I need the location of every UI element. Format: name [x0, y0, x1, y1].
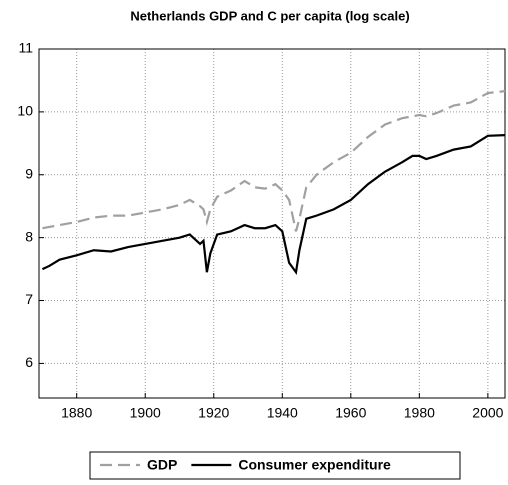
x-tick-label: 1960	[335, 405, 366, 421]
legend-label: Consumer expenditure	[238, 457, 391, 473]
x-tick-label: 1940	[267, 405, 298, 421]
y-tick-label: 8	[25, 228, 33, 244]
y-tick-label: 10	[17, 103, 33, 119]
x-tick-label: 1920	[198, 405, 229, 421]
series-line	[41, 134, 506, 276]
x-tick-label: 1900	[130, 405, 161, 421]
x-tick-label: 2000	[472, 405, 503, 421]
plot-frame	[38, 48, 506, 399]
legend-box	[89, 451, 461, 480]
y-tick-label: 9	[25, 165, 33, 181]
x-tick-label: 1980	[404, 405, 435, 421]
chart-title: Netherlands GDP and C per capita (log sc…	[130, 8, 409, 23]
legend-label: GDP	[147, 457, 177, 473]
y-tick-label: 6	[25, 354, 33, 370]
series-line	[42, 90, 506, 232]
y-tick-label: 11	[18, 40, 33, 56]
x-tick-label: 1880	[61, 405, 92, 421]
y-tick-label: 7	[25, 291, 33, 307]
